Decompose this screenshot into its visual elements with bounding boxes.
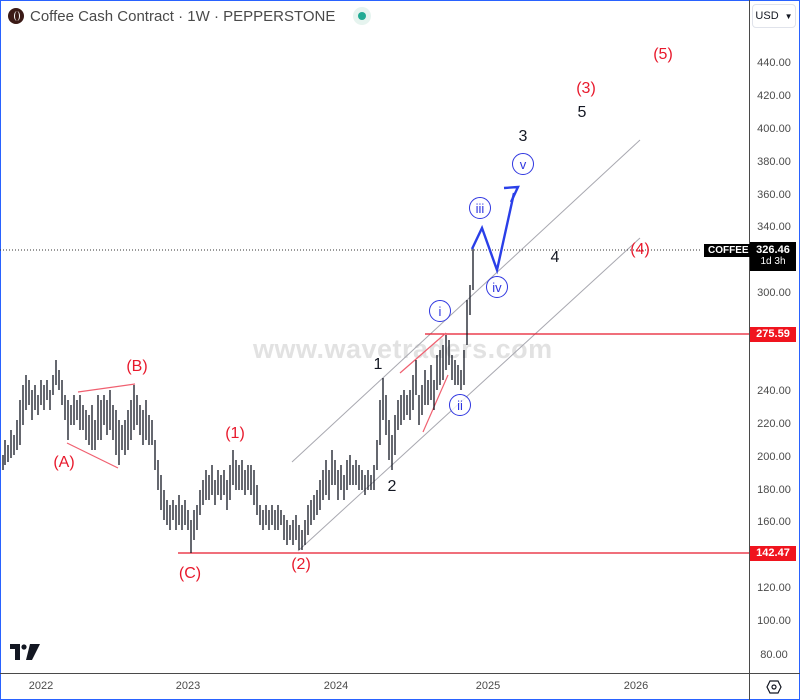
time-axis-border [0,673,800,674]
time-tick: 2023 [175,680,201,692]
bar-countdown: 1d 3h [760,256,786,267]
current-price-value: 326.46 [756,244,790,256]
wave-label-4-primary: (4) [630,241,650,258]
projection-arrowhead [503,185,520,203]
wave-label-2-primary: (2) [291,556,311,573]
wave-label-ii: ii [449,394,471,416]
projection-path [470,192,516,275]
price-tick: 420.00 [757,90,791,102]
price-tick: 360.00 [757,189,791,201]
watermark: www.wavetraders.com [253,334,553,364]
wave-label-3-primary: (3) [576,80,596,97]
wave-label-1: 1 [373,356,383,373]
price-tick: 200.00 [757,451,791,463]
price-tick: 120.00 [757,582,791,594]
wave-label-C: (C) [178,565,202,582]
channel-upper-line [291,139,641,463]
channel-lower-line [297,237,641,552]
price-tick: 400.00 [757,123,791,135]
time-tick: 2022 [28,680,54,692]
level-275-label: 275.59 [750,327,796,342]
settings-gear-icon[interactable] [766,680,782,694]
price-chart[interactable] [0,0,749,673]
time-tick: 2026 [623,680,649,692]
symbol-price-label: COFFEE [704,244,753,257]
coffee-bean-icon [8,8,24,24]
wave-label-iv: iv [486,276,508,298]
price-tick: 160.00 [757,516,791,528]
price-axis-border [749,0,750,700]
price-tick: 80.00 [760,649,788,661]
chevron-down-icon: ▼ [784,11,793,21]
wave-label-i: i [429,300,451,322]
wave-label-B: (B) [126,358,148,375]
wave-label-4: 4 [550,249,560,266]
current-price-badge: 326.46 1d 3h [750,242,796,271]
chart-title: Coffee Cash Contract · 1W · PEPPERSTONE [30,7,336,25]
wave-label-5: 5 [577,104,587,121]
wave-label-1-primary: (1) [225,425,245,442]
price-tick: 300.00 [757,287,791,299]
wave-label-2: 2 [387,478,397,495]
market-status-icon [353,7,372,25]
currency-label: USD [755,10,779,22]
price-tick: 440.00 [757,57,791,69]
price-tick: 240.00 [757,385,791,397]
wave-label-iii: iii [469,197,491,219]
chart-header: Coffee Cash Contract · 1W · PEPPERSTONE [8,5,372,27]
price-tick: 380.00 [757,156,791,168]
wave-label-5-primary: (5) [653,46,673,63]
time-tick: 2024 [323,680,349,692]
wave-label-v: v [512,153,534,175]
price-tick: 340.00 [757,221,791,233]
tradingview-logo[interactable] [10,644,42,660]
currency-selector[interactable]: USD ▼ [752,4,796,28]
price-tick: 220.00 [757,418,791,430]
price-tick: 100.00 [757,615,791,627]
price-bars [2,248,474,553]
wave-label-3: 3 [518,128,528,145]
time-tick: 2025 [475,680,501,692]
price-tick: 180.00 [757,484,791,496]
level-142-label: 142.47 [750,546,796,561]
wave-label-A: (A) [53,454,75,471]
